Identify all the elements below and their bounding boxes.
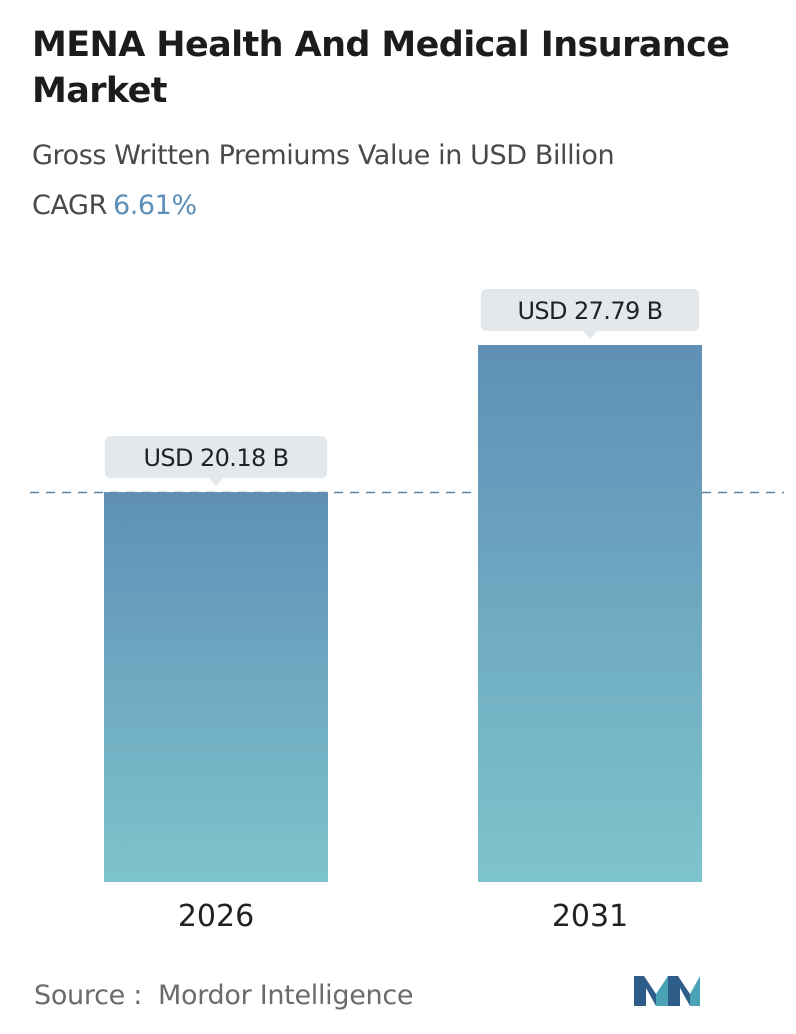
value-label-2026: USD 20.18 B — [143, 444, 288, 472]
value-callout-box — [105, 436, 327, 479]
cagr-line: CAGR 6.61% — [32, 188, 197, 224]
mordor-intelligence-logo-icon — [634, 976, 700, 1006]
value-callout-pointer — [583, 331, 597, 339]
value-label-2031: USD 27.79 B — [517, 297, 662, 325]
source-label: Source : — [34, 980, 143, 1011]
bar-2026 — [104, 492, 328, 882]
source-name: Mordor Intelligence — [158, 980, 414, 1011]
cagr-value: 6.61% — [112, 190, 197, 221]
x-tick-label-2026: 2026 — [178, 899, 254, 934]
value-callout-pointer — [209, 478, 223, 487]
cagr-label: CAGR — [32, 190, 107, 221]
x-tick-label-2031: 2031 — [552, 899, 628, 934]
value-callout-box — [481, 289, 699, 331]
source-line: Source : Mordor Intelligence — [34, 978, 414, 1014]
value-callout-2026: USD 20.18 B — [105, 436, 327, 487]
chart-subtitle: Gross Written Premiums Value in USD Bill… — [32, 140, 615, 171]
bar-2031 — [478, 345, 702, 882]
value-callout-2031: USD 27.79 B — [481, 289, 699, 339]
chart-title: MENA Health And Medical Insurance Market — [32, 25, 730, 111]
